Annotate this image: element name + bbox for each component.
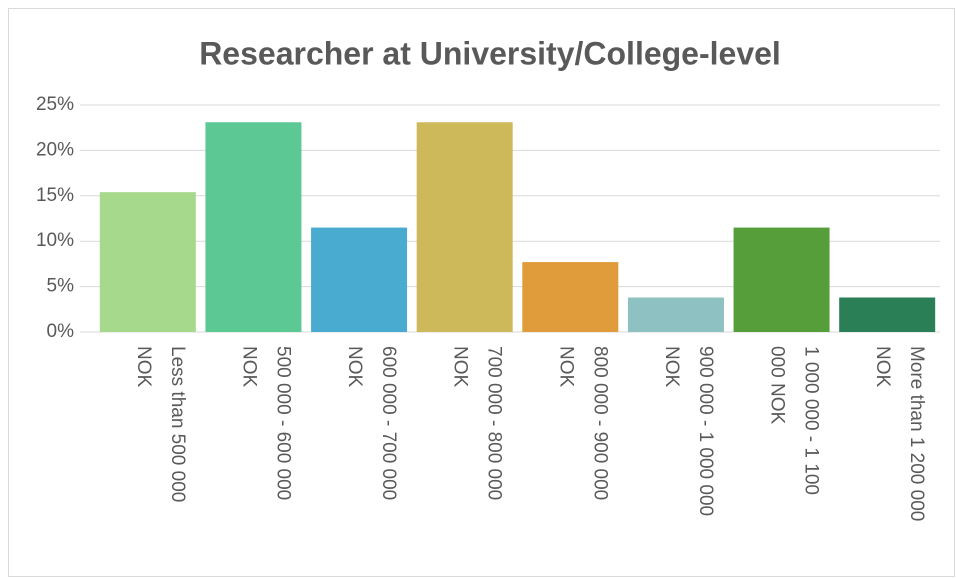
x-tick-label: Less than 500 000 bbox=[167, 346, 188, 502]
x-tick-label: NOK bbox=[872, 346, 893, 388]
x-tick-label: NOK bbox=[344, 346, 365, 388]
x-tick-label: 900 000 - 1 000 000 bbox=[695, 346, 716, 516]
bar bbox=[627, 297, 724, 332]
x-tick-label: NOK bbox=[133, 346, 154, 388]
y-tick-label: 5% bbox=[47, 276, 75, 297]
y-tick-label: 20% bbox=[36, 139, 74, 160]
x-tick-label: NOK bbox=[450, 346, 471, 388]
chart-title: Researcher at University/College-level bbox=[199, 35, 781, 71]
y-tick-label: 15% bbox=[36, 185, 74, 206]
y-tick-label: 10% bbox=[36, 230, 74, 251]
x-tick-label: NOK bbox=[661, 346, 682, 388]
bar bbox=[311, 227, 408, 332]
chart-frame bbox=[8, 8, 955, 577]
x-tick-label: More than 1 200 000 bbox=[906, 346, 927, 521]
x-tick-label: NOK bbox=[555, 346, 576, 388]
x-tick-label: 000 NOK bbox=[767, 346, 788, 424]
bar bbox=[99, 192, 196, 332]
bar bbox=[839, 297, 936, 332]
x-tick-label: 500 000 - 600 000 bbox=[272, 346, 293, 500]
bar bbox=[733, 227, 830, 332]
x-tick-label: 700 000 - 800 000 bbox=[484, 346, 505, 500]
bar bbox=[416, 122, 513, 332]
y-tick-label: 25% bbox=[36, 94, 74, 115]
x-tick-label: 1 000 000 - 1 100 bbox=[801, 346, 822, 495]
x-tick-label: 600 000 - 700 000 bbox=[378, 346, 399, 500]
x-tick-label: NOK bbox=[238, 346, 259, 388]
x-tick-label: 800 000 - 900 000 bbox=[589, 346, 610, 500]
y-tick-label: 0% bbox=[47, 321, 75, 342]
bar bbox=[205, 122, 302, 332]
bar bbox=[522, 262, 619, 332]
